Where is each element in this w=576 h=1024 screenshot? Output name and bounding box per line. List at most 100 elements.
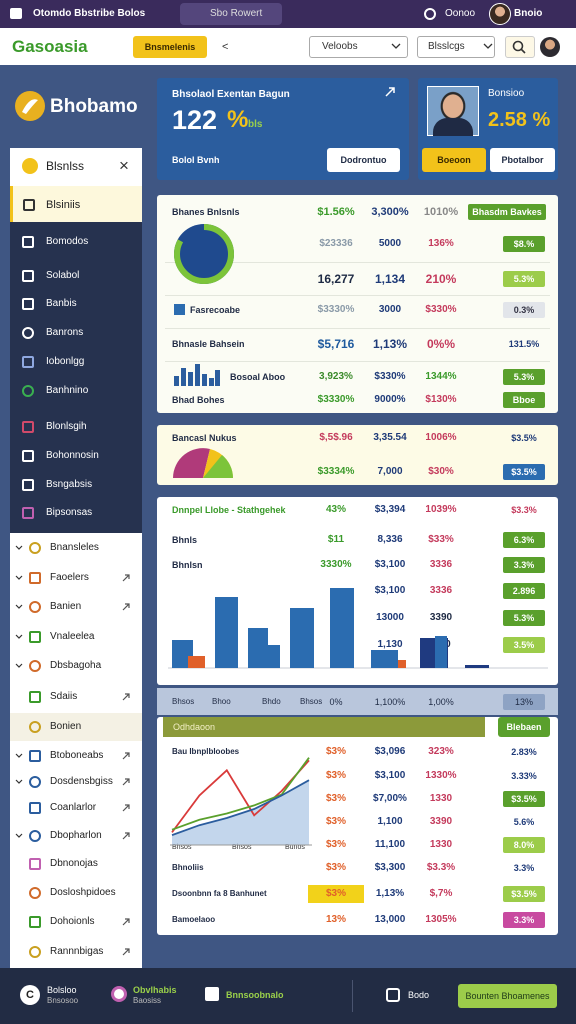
row-label: Bhnasle Bahsein — [172, 339, 245, 349]
table-cell: $3% — [325, 816, 346, 827]
table-footer — [157, 688, 558, 715]
item-icon — [29, 660, 41, 672]
item-icon — [22, 479, 34, 491]
mini-bar-icon — [181, 368, 186, 386]
row-label: Bosoal Aboo — [230, 372, 286, 382]
card-link: Bolol Bvnh — [172, 155, 220, 165]
row-label: Bhnls — [172, 535, 198, 545]
row-label: Fasrecoabe — [190, 305, 241, 315]
row-label: Dnnpel Llobe - Stathgehek — [172, 505, 286, 515]
status-badge: 5.3% — [503, 610, 545, 626]
action-button[interactable]: Bounten Bhoamenes — [458, 984, 557, 1008]
status-badge: Bhasdm Bavkes — [468, 204, 546, 220]
dropdown[interactable]: Veloobs — [309, 36, 408, 58]
table-cell: $3% — [325, 793, 346, 804]
card-button[interactable]: Dodrontuo — [327, 148, 400, 172]
table-cell: 5000 — [378, 238, 402, 249]
item-icon — [22, 507, 34, 519]
table-cell: $3330% — [317, 304, 355, 315]
table-cell: 13,000 — [374, 914, 406, 925]
search-button[interactable] — [505, 36, 535, 58]
sidebar-item: Bomodos — [46, 236, 89, 247]
item-icon — [22, 236, 34, 248]
item-icon — [29, 946, 41, 958]
item-icon — [23, 199, 35, 211]
row-icon — [174, 304, 185, 315]
status-badge: $3.5% — [503, 886, 545, 902]
footer-label: Bhsos — [300, 697, 323, 706]
user-status: Oonoo — [445, 8, 476, 19]
table-cell: 1039% — [425, 504, 457, 515]
status-badge: $3.5% — [503, 464, 545, 480]
bottom-item: Obvlhabis — [133, 985, 177, 995]
status-badge: $3.5% — [503, 791, 545, 807]
table-cell: 9000% — [374, 394, 406, 405]
table-cell: $3.3% — [426, 862, 456, 873]
axis-label: Bhsos — [172, 844, 192, 851]
sidebar-item: Bnansleles — [50, 542, 99, 553]
bottom-item: Bnsosoo — [47, 996, 79, 1005]
item-icon — [29, 601, 41, 613]
bottom-item: Bolsloo — [47, 985, 77, 995]
card-button[interactable]: Boeoon — [422, 148, 486, 172]
table-cell: 1344% — [425, 371, 457, 382]
table-cell: $11 — [327, 534, 345, 545]
table-cell: 1010% — [423, 206, 459, 218]
tab[interactable] — [180, 3, 282, 25]
sidebar-item: Dosloshpidoes — [50, 887, 116, 898]
back-button: < — [222, 41, 229, 53]
kpi-value: 122 — [172, 105, 218, 135]
primary-button[interactable]: Bnsmelenis — [133, 36, 207, 58]
mini-bar-icon — [215, 370, 220, 386]
status-badge: 3.33% — [511, 771, 537, 781]
table-cell: 0%% — [426, 337, 455, 351]
sidebar-item: Dbsbagoha — [50, 660, 102, 671]
dropdown[interactable]: Blsslcgs — [417, 36, 495, 58]
table-cell: $3% — [325, 746, 346, 757]
sidebar-item: Bsngabsis — [46, 479, 93, 490]
mini-bar-icon — [209, 378, 214, 386]
mini-bar-icon — [188, 372, 193, 386]
footer-label: Bhoo — [212, 697, 231, 706]
user-avatar[interactable] — [489, 3, 511, 25]
status-badge: 5.3% — [503, 369, 545, 385]
divider — [352, 980, 353, 1012]
item-icon — [29, 691, 41, 703]
item-icon — [111, 986, 127, 1002]
status-badge: 2.896 — [503, 583, 545, 599]
sidebar-item: Bohonnosin — [46, 450, 99, 461]
row-label: Bhad Bohes — [172, 395, 225, 405]
table-cell: 13000 — [376, 612, 404, 623]
table-cell: 1006% — [425, 432, 457, 443]
table-cell: $3% — [325, 862, 346, 873]
table-cell: $330% — [425, 304, 457, 315]
item-icon — [29, 776, 41, 788]
bottom-item: Bodo — [408, 990, 430, 1000]
header-avatar[interactable] — [540, 37, 560, 57]
sidebar-item: Btoboneabs — [50, 750, 104, 761]
sidebar-item: Blsiniis — [46, 199, 81, 211]
status-badge: 2.83% — [511, 747, 537, 757]
table-cell: 1330 — [429, 793, 453, 804]
close-button: × — [119, 156, 129, 175]
sidebar-item: Blonlsgih — [46, 421, 87, 432]
status-badge: 3.3% — [503, 912, 545, 928]
row-label: Bamoelaoo — [172, 915, 216, 924]
section-button[interactable]: Blebaen — [498, 717, 550, 737]
panel-icon — [22, 158, 38, 174]
panel-title: Blsnlss — [46, 159, 85, 173]
status-badge: 0.3% — [503, 302, 545, 318]
footer-label: Bhsos — [172, 697, 195, 706]
table-cell: 3390 — [429, 612, 453, 623]
app-icon — [10, 8, 22, 19]
status-badge: Bboe — [503, 392, 545, 408]
top-bar — [0, 0, 576, 28]
table-cell: $,7% — [429, 888, 453, 899]
item-icon — [205, 987, 219, 1001]
profile-suit — [433, 118, 473, 136]
card-button[interactable]: Pbotalbor — [490, 148, 555, 172]
sidebar-item: Rannnbigas — [50, 946, 104, 957]
brand: Gasoasia — [12, 37, 88, 56]
divider — [165, 328, 550, 329]
